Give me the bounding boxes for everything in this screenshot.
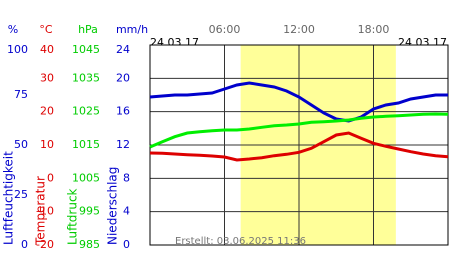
y-tick-label: 985 bbox=[79, 238, 100, 250]
y-tick-label: 16 bbox=[116, 105, 130, 118]
y-tick-label: 0 bbox=[47, 171, 54, 184]
axis-label: Niederschlag bbox=[106, 167, 120, 245]
axis-unit: mm/h bbox=[116, 23, 148, 36]
footer: Erstellt: 03.06.2025 11:36 bbox=[175, 236, 306, 247]
y-tick-label: 25 bbox=[14, 188, 28, 201]
axis-label: Luftfeuchtigkeit bbox=[2, 151, 16, 245]
y-tick-label: 1005 bbox=[72, 171, 100, 184]
plot-border bbox=[149, 44, 449, 246]
series-line bbox=[149, 81, 448, 123]
x-tick-label: 06:00 bbox=[209, 23, 241, 36]
series-line bbox=[149, 131, 449, 162]
y-tick-label: 12 bbox=[116, 138, 130, 151]
y-tick-label: 995 bbox=[79, 205, 100, 218]
y-tick-label: 20 bbox=[40, 105, 54, 118]
y-tick-label: 1015 bbox=[72, 138, 100, 151]
y-tick-label: 30 bbox=[40, 71, 54, 84]
y-tick-label: 24 bbox=[116, 43, 130, 56]
y-tick-label: 10 bbox=[40, 138, 54, 151]
y-tick-label: 8 bbox=[123, 171, 130, 184]
x-tick-label: 12:00 bbox=[283, 23, 315, 36]
axis-label: Temperatur bbox=[34, 176, 48, 246]
y-tick-label: 40 bbox=[40, 43, 54, 56]
y-tick-label: -20 bbox=[36, 238, 54, 250]
series-line bbox=[149, 112, 449, 149]
axis-unit: hPa bbox=[78, 23, 98, 36]
y-tick-label: 100 bbox=[7, 43, 28, 56]
y-tick-label: 0 bbox=[21, 238, 28, 250]
x-tick-label: 18:00 bbox=[358, 23, 390, 36]
axis-unit: °C bbox=[39, 23, 53, 36]
y-tick-label: 1045 bbox=[72, 43, 100, 56]
y-tick-label: 1035 bbox=[72, 71, 100, 84]
y-tick-label: 1025 bbox=[72, 105, 100, 118]
y-tick-label: 75 bbox=[14, 88, 28, 101]
y-tick-label: 4 bbox=[123, 205, 130, 218]
y-tick-label: 50 bbox=[14, 138, 28, 151]
y-tick-label: 20 bbox=[116, 71, 130, 84]
y-tick-label: -10 bbox=[36, 205, 54, 218]
axis-unit: % bbox=[8, 23, 18, 36]
axis-label: Luftdruck bbox=[66, 188, 80, 245]
y-tick-label: 0 bbox=[123, 238, 130, 250]
